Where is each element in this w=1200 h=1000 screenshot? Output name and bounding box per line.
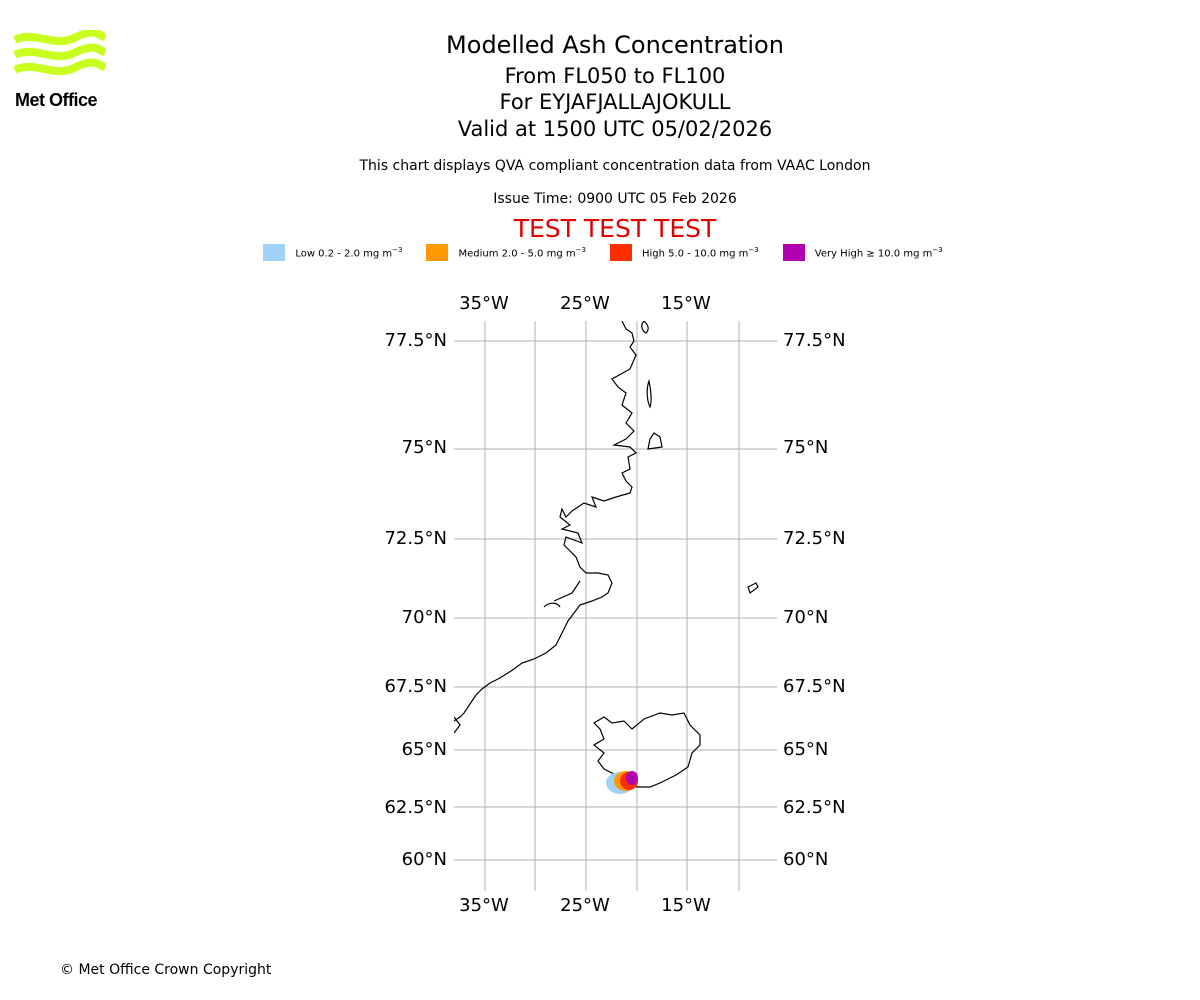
lon-tick-top: 15°W	[661, 293, 711, 314]
legend-swatch	[426, 244, 449, 261]
map-frame	[454, 321, 777, 891]
lat-tick-left: 72.5°N	[384, 528, 447, 549]
logo-text: Met Office	[15, 90, 98, 110]
issue-time: Issue Time: 0900 UTC 05 Feb 2026	[493, 191, 737, 207]
lat-tick-left: 62.5°N	[384, 797, 447, 818]
legend-label: Low 0.2 - 2.0 mg m	[295, 248, 393, 260]
lat-tick-right: 70°N	[783, 607, 829, 628]
lat-tick-right: 60°N	[783, 849, 829, 870]
map-grid	[454, 321, 777, 891]
legend-label: Medium 2.0 - 5.0 mg m	[458, 248, 576, 260]
volcano-name: For EYJAFJALLAJOKULL	[499, 90, 731, 114]
lon-tick-top: 35°W	[459, 293, 509, 314]
test-banner: TEST TEST TEST	[513, 214, 717, 243]
legend-label: Very High ≥ 10.0 mg m	[814, 248, 933, 260]
lat-tick-right: 75°N	[783, 437, 829, 458]
lon-tick-bottom: 25°W	[560, 895, 610, 916]
lat-tick-left: 67.5°N	[384, 676, 447, 697]
lat-tick-left: 70°N	[401, 607, 447, 628]
lon-tick-bottom: 35°W	[459, 895, 509, 916]
legend-item-high: High 5.0 - 10.0 mg m−3	[609, 244, 759, 261]
lat-tick-right: 65°N	[783, 739, 829, 760]
lat-tick-left: 75°N	[401, 437, 447, 458]
coastline	[454, 321, 759, 734]
chart-title: Modelled Ash Concentration	[446, 31, 784, 59]
lat-tick-right: 77.5°N	[783, 330, 846, 351]
legend: Low 0.2 - 2.0 mg m−3 Medium 2.0 - 5.0 mg…	[0, 244, 1200, 261]
lat-tick-left: 60°N	[401, 849, 447, 870]
legend-swatch	[263, 244, 286, 261]
legend-swatch	[782, 244, 805, 261]
legend-item-low: Low 0.2 - 2.0 mg m−3	[263, 244, 402, 261]
met-office-logo-icon	[14, 30, 106, 76]
ash-plume	[606, 771, 638, 794]
lat-tick-right: 67.5°N	[783, 676, 846, 697]
copyright: © Met Office Crown Copyright	[60, 962, 272, 978]
compliance-note: This chart displays QVA compliant concen…	[359, 158, 871, 174]
legend-item-medium: Medium 2.0 - 5.0 mg m−3	[426, 244, 586, 261]
flight-level-range: From FL050 to FL100	[504, 64, 726, 88]
lon-tick-top: 25°W	[560, 293, 610, 314]
lon-tick-bottom: 15°W	[661, 895, 711, 916]
legend-swatch	[609, 244, 632, 261]
iceland-coastline	[592, 712, 701, 788]
legend-item-very-high: Very High ≥ 10.0 mg m−3	[782, 244, 943, 261]
valid-time: Valid at 1500 UTC 05/02/2026	[457, 117, 773, 141]
lat-tick-left: 65°N	[401, 739, 447, 760]
lat-tick-right: 62.5°N	[783, 797, 846, 818]
lat-tick-left: 77.5°N	[384, 330, 447, 351]
legend-label: High 5.0 - 10.0 mg m	[641, 248, 749, 260]
lat-tick-right: 72.5°N	[783, 528, 846, 549]
